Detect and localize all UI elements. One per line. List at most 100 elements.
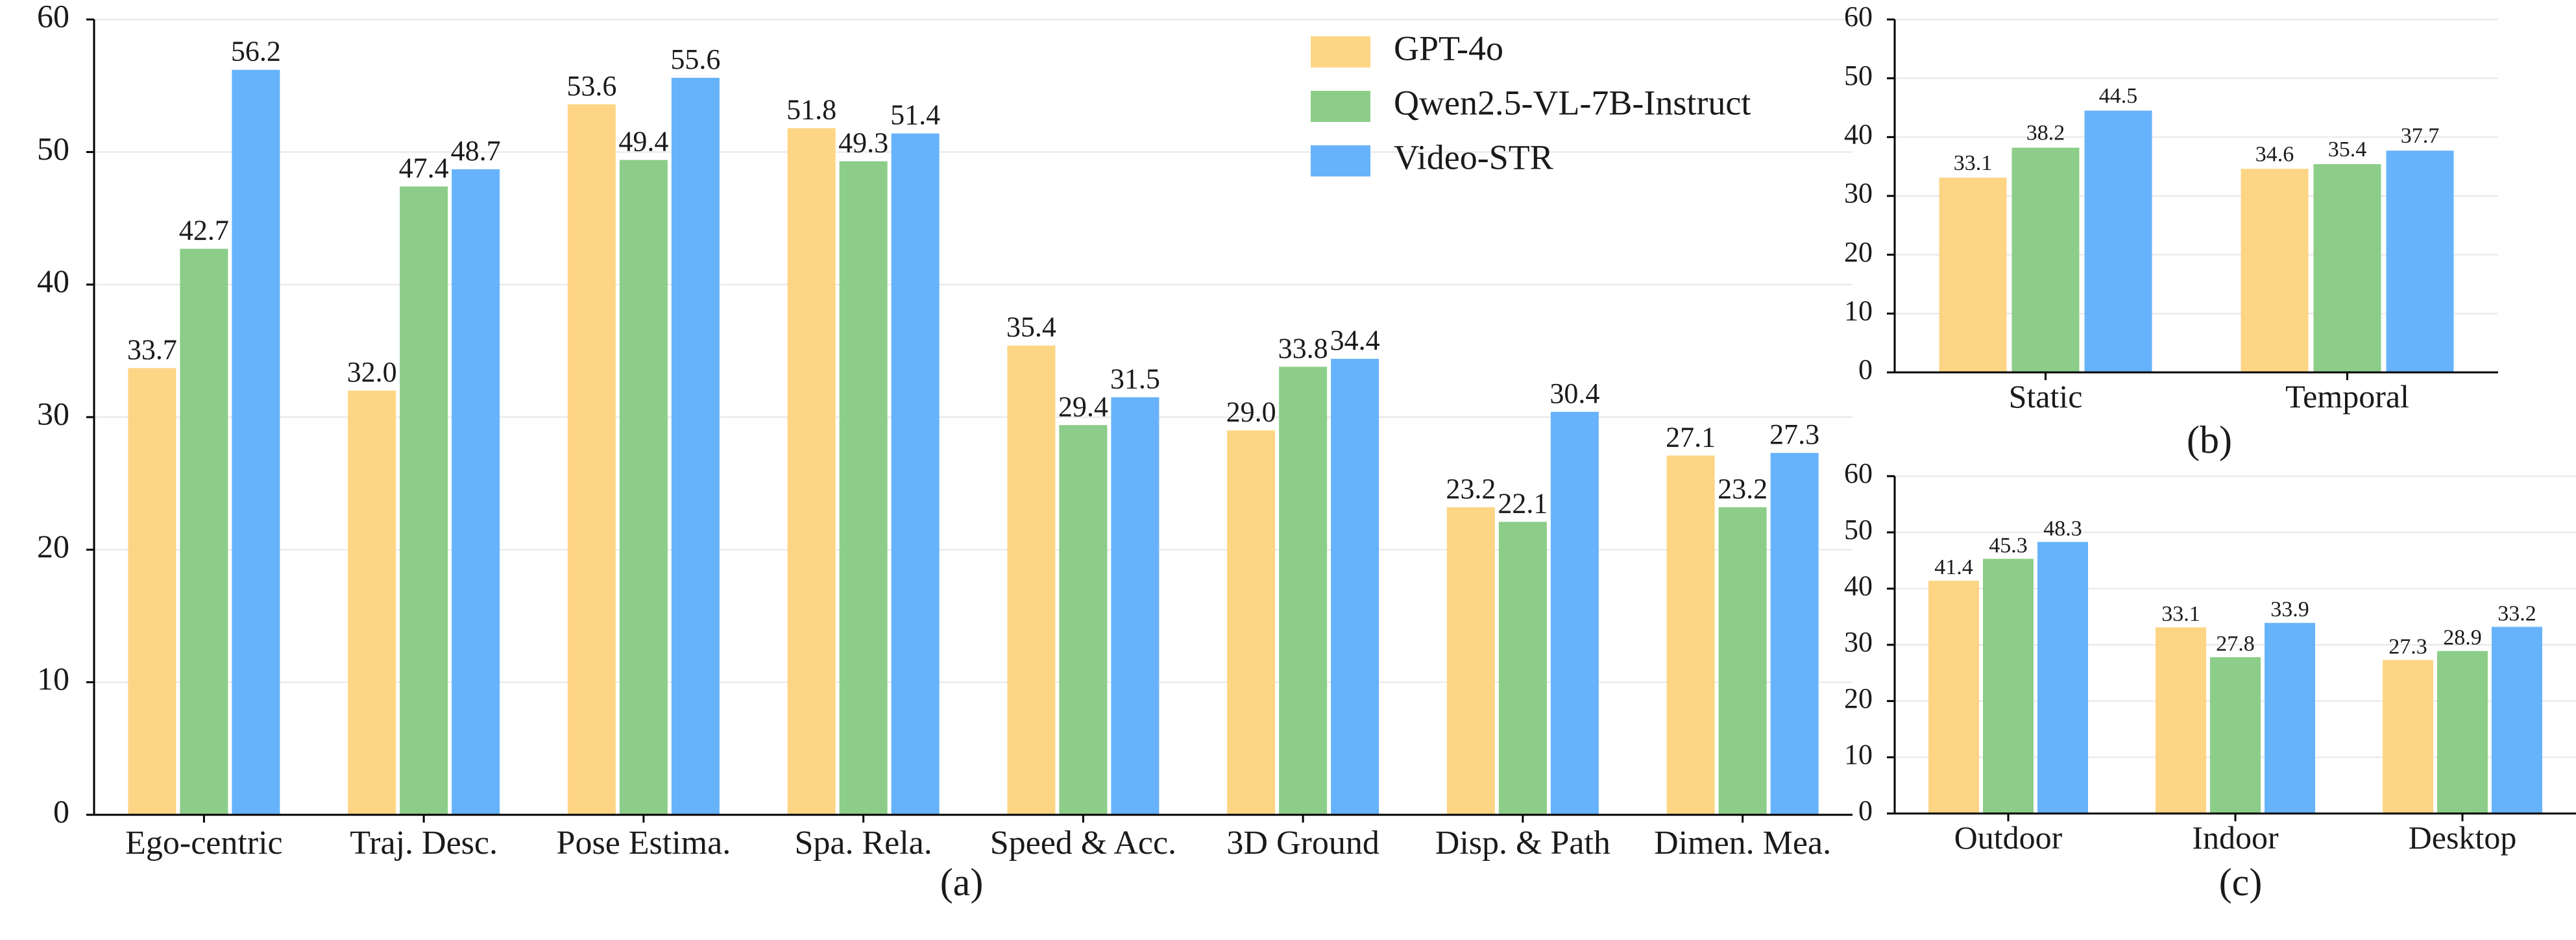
bar (2492, 627, 2542, 813)
bar (2313, 164, 2381, 373)
bar-value-label: 22.1 (1498, 487, 1548, 519)
bar-value-label: 27.1 (1666, 421, 1716, 453)
bar-value-label: 23.2 (1446, 473, 1496, 505)
bar (1227, 430, 1276, 815)
legend-entry: Qwen2.5-VL-7B-Instruct (1394, 83, 1751, 122)
bar (1983, 559, 2034, 813)
legend: GPT-4o Qwen2.5-VL-7B-Instruct Video-STR (1311, 29, 1751, 176)
bar (2156, 627, 2206, 813)
y-tick-label: 0 (53, 793, 69, 829)
bar-value-label: 48.7 (451, 135, 501, 167)
bar-value-label: 41.4 (1934, 555, 1973, 579)
x-tick-label: Speed & Acc. (990, 825, 1176, 862)
bar (2241, 169, 2309, 372)
y-tick-label: 40 (37, 263, 69, 299)
bar (1550, 411, 1599, 815)
subfigure-label: (c) (2219, 861, 2263, 904)
chart-panel-a: 0 10 20 30 40 50 60 33.7 42.7 56.2 Ego-centric 32.0… (37, 0, 1853, 904)
bar-value-label: 35.4 (1006, 311, 1056, 343)
y-tick-label: 50 (1844, 60, 1873, 91)
bar (2037, 542, 2088, 813)
y-tick-label: 20 (37, 528, 69, 564)
x-tick-label: Dimen. Mea. (1654, 825, 1831, 862)
bar (1928, 581, 1979, 813)
bar (1498, 522, 1547, 815)
bar-value-label: 48.3 (2043, 516, 2082, 540)
bar (348, 391, 396, 815)
bar-value-label: 28.9 (2443, 626, 2482, 650)
y-tick-label: 30 (1844, 626, 1873, 658)
bar (839, 161, 888, 815)
y-tick-label: 60 (1844, 1, 1873, 32)
subfigure-label: (a) (940, 861, 984, 904)
x-tick-label: Traj. Desc. (350, 825, 498, 862)
bar-value-label: 56.2 (231, 36, 281, 67)
x-tick-label: Desktop (2409, 819, 2517, 856)
x-tick-label: Temporal (2285, 378, 2409, 415)
y-tick-label: 0 (1858, 354, 1873, 385)
bar-value-label: 33.8 (1278, 332, 1328, 364)
y-tick-label: 40 (1844, 570, 1873, 601)
chart-panel-b: 0 10 20 30 40 50 60 33.1 38.2 44.5 Static 34.6 35.4 3… (1844, 1, 2498, 461)
bar-value-label: 55.6 (670, 43, 720, 75)
bar-value-label: 51.4 (890, 99, 940, 131)
bar-value-label: 47.4 (399, 152, 449, 184)
y-tick-label: 10 (1844, 738, 1873, 770)
bar-value-label: 38.2 (2026, 121, 2065, 145)
chart-panel-c: 0 10 20 30 40 50 60 41.4 45.3 48.3 Outdoor 33.1 27.8… (1844, 457, 2576, 904)
bar (1666, 455, 1715, 815)
legend-entry: Video-STR (1394, 138, 1553, 176)
bar (1939, 177, 2007, 372)
x-tick-label: Spa. Rela. (794, 825, 932, 862)
bar (2383, 660, 2433, 813)
bar (787, 128, 836, 815)
bar-value-label: 33.1 (1954, 151, 1993, 175)
y-tick-label: 10 (1844, 295, 1873, 326)
bar (2011, 147, 2080, 373)
y-tick-label: 50 (1844, 514, 1873, 546)
bar-value-label: 53.6 (566, 70, 616, 102)
y-tick-label: 60 (1844, 457, 1873, 489)
bar-value-label: 45.3 (1989, 533, 2028, 557)
y-tick-label: 60 (37, 0, 69, 34)
y-tick-label: 20 (1844, 236, 1873, 268)
x-tick-label: 3D Ground (1226, 825, 1379, 862)
bar-value-label: 27.8 (2216, 632, 2255, 656)
bar-value-label: 35.4 (2328, 138, 2367, 162)
bar (1718, 507, 1767, 815)
x-tick-label: Indoor (2192, 819, 2279, 856)
bar-value-label: 23.2 (1718, 473, 1768, 505)
bar (2265, 623, 2315, 813)
bar-value-label: 42.7 (179, 214, 229, 246)
bar (2437, 651, 2488, 813)
bar-value-label: 30.4 (1549, 378, 1599, 409)
bar-value-label: 44.5 (2099, 84, 2138, 108)
bar-value-label: 27.3 (1769, 418, 1819, 450)
bar-value-label: 34.6 (2255, 142, 2294, 166)
y-tick-label: 10 (37, 660, 69, 697)
bar-value-label: 33.9 (2270, 597, 2309, 621)
x-tick-label: Disp. & Path (1435, 825, 1610, 862)
x-tick-label: Static (2009, 378, 2083, 415)
y-tick-label: 20 (1844, 682, 1873, 714)
bar (2210, 657, 2261, 813)
bar (891, 133, 940, 815)
bar-value-label: 49.4 (618, 126, 668, 158)
bar (232, 69, 280, 815)
bar (567, 104, 616, 815)
legend-entry: GPT-4o (1394, 29, 1503, 67)
bar-value-label: 27.3 (2388, 634, 2427, 658)
bar-value-label: 33.7 (127, 333, 177, 365)
bar (400, 186, 448, 815)
bar-value-label: 29.0 (1226, 396, 1276, 428)
bar-value-label: 51.8 (786, 94, 836, 126)
bar (180, 248, 228, 815)
legend-swatch (1311, 36, 1370, 67)
y-tick-label: 30 (37, 395, 69, 431)
bar (2386, 151, 2454, 373)
bar (671, 77, 720, 815)
legend-swatch (1311, 91, 1370, 122)
bar (1059, 425, 1108, 815)
bar (128, 368, 176, 815)
